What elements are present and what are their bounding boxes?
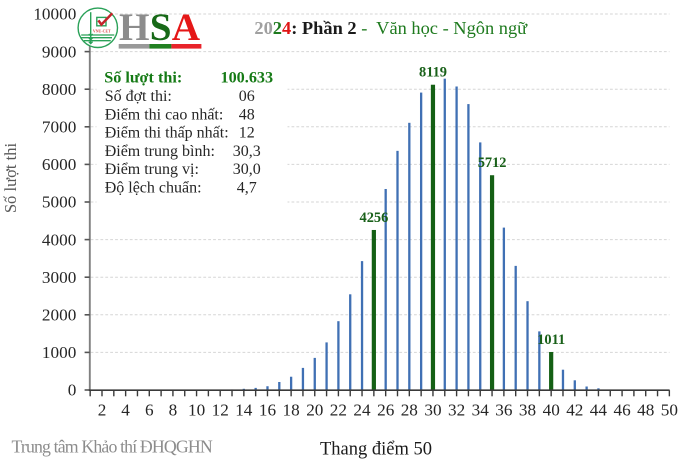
svg-text:16: 16 bbox=[259, 401, 277, 420]
svg-text:1011: 1011 bbox=[537, 332, 565, 348]
svg-text:30: 30 bbox=[424, 401, 441, 420]
svg-text:10: 10 bbox=[188, 401, 205, 420]
svg-text:48: 48 bbox=[239, 106, 255, 123]
svg-text:50: 50 bbox=[661, 401, 678, 420]
svg-text:Số lượt thi: Số lượt thi bbox=[1, 142, 20, 213]
svg-text:8000: 8000 bbox=[42, 80, 76, 99]
svg-text:2000: 2000 bbox=[42, 306, 76, 325]
svg-text:22: 22 bbox=[330, 401, 347, 420]
svg-text:0: 0 bbox=[68, 381, 77, 400]
svg-text:8: 8 bbox=[169, 401, 178, 420]
svg-text:Điểm trung vị:: Điểm trung vị: bbox=[105, 161, 199, 178]
svg-text:26: 26 bbox=[377, 401, 395, 420]
svg-text:4000: 4000 bbox=[42, 230, 76, 249]
svg-text:1000: 1000 bbox=[42, 343, 76, 362]
svg-text:5712: 5712 bbox=[478, 155, 507, 171]
svg-text:Số đợt thi:: Số đợt thi: bbox=[105, 88, 172, 105]
svg-text:Số lượt thi:: Số lượt thi: bbox=[104, 69, 182, 87]
svg-text:48: 48 bbox=[637, 401, 654, 420]
svg-text:32: 32 bbox=[448, 401, 465, 420]
svg-text:38: 38 bbox=[519, 401, 536, 420]
svg-text:42: 42 bbox=[566, 401, 583, 420]
svg-text:24: 24 bbox=[353, 401, 371, 420]
svg-text:Thang điểm 50: Thang điểm 50 bbox=[320, 439, 432, 459]
svg-text:5000: 5000 bbox=[42, 193, 76, 212]
svg-text:28: 28 bbox=[401, 401, 418, 420]
svg-text:7000: 7000 bbox=[42, 118, 76, 137]
svg-text:34: 34 bbox=[472, 401, 490, 420]
svg-text:40: 40 bbox=[543, 401, 560, 420]
svg-text:Điểm trung bình:: Điểm trung bình: bbox=[105, 143, 215, 160]
svg-text:HSA: HSA bbox=[119, 6, 201, 49]
svg-text:8119: 8119 bbox=[419, 65, 447, 81]
svg-text:30,3: 30,3 bbox=[233, 143, 261, 160]
svg-text:4256: 4256 bbox=[360, 210, 389, 226]
svg-text:18: 18 bbox=[283, 401, 300, 420]
svg-text:Điểm thi thấp nhất:: Điểm thi thấp nhất: bbox=[105, 125, 229, 142]
svg-text:VNU-CET: VNU-CET bbox=[93, 29, 111, 33]
svg-text:4: 4 bbox=[121, 401, 130, 420]
svg-text:6: 6 bbox=[145, 401, 154, 420]
svg-text:4,7: 4,7 bbox=[237, 180, 257, 197]
svg-text:12: 12 bbox=[212, 401, 229, 420]
svg-text:10000: 10000 bbox=[33, 5, 76, 24]
svg-text:Trung tâm Khảo thí ĐHQGHN: Trung tâm Khảo thí ĐHQGHN bbox=[12, 436, 213, 456]
svg-text:9000: 9000 bbox=[42, 42, 76, 61]
svg-text:14: 14 bbox=[235, 401, 253, 420]
svg-text:Điểm thi cao nhất:: Điểm thi cao nhất: bbox=[105, 106, 224, 123]
svg-text:2: 2 bbox=[98, 401, 107, 420]
svg-text:100.633: 100.633 bbox=[220, 69, 273, 87]
svg-text:06: 06 bbox=[239, 88, 255, 105]
svg-text:46: 46 bbox=[614, 401, 632, 420]
svg-text:Độ lệch chuẩn:: Độ lệch chuẩn: bbox=[105, 180, 202, 197]
svg-text:36: 36 bbox=[495, 401, 513, 420]
svg-text:12: 12 bbox=[239, 125, 255, 142]
svg-text:3000: 3000 bbox=[42, 268, 76, 287]
svg-text:2024: Phần 2 - Văn học - Ngôn: 2024: Phần 2 - Văn học - Ngôn ngữ bbox=[254, 18, 528, 38]
svg-text:44: 44 bbox=[590, 401, 608, 420]
svg-text:20: 20 bbox=[306, 401, 323, 420]
svg-text:30,0: 30,0 bbox=[233, 161, 261, 178]
svg-text:6000: 6000 bbox=[42, 155, 76, 174]
